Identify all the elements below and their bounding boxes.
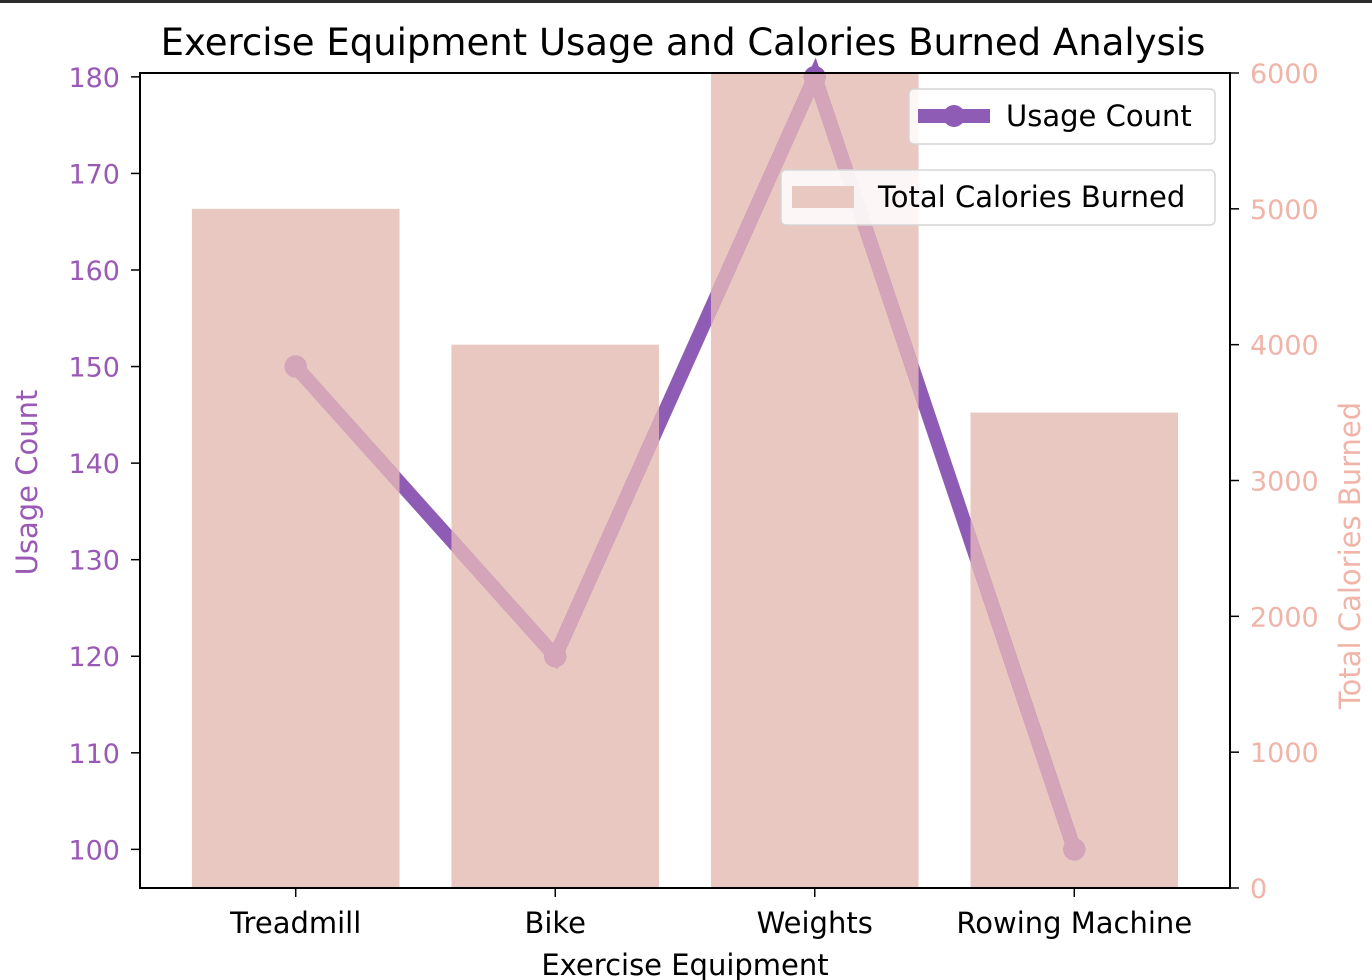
bar-treadmill xyxy=(191,208,400,889)
x-tick-label: Treadmill xyxy=(229,906,361,940)
left-tick-label: 130 xyxy=(68,546,120,577)
usage-point-muted xyxy=(1063,838,1086,861)
left-tick-label: 160 xyxy=(68,256,120,287)
left-axis: 100 110 120 130 140 150 160 170 180 xyxy=(68,63,140,866)
right-tick-label: 2000 xyxy=(1250,602,1319,633)
x-axis: Treadmill Bike Weights Rowing Machine xyxy=(229,888,1192,940)
left-tick-label: 180 xyxy=(68,63,120,94)
left-tick-label: 140 xyxy=(68,449,120,480)
left-tick-label: 170 xyxy=(68,159,120,190)
legend-box xyxy=(780,169,1216,226)
legend-bar-swatch xyxy=(792,186,854,208)
x-tick-label: Weights xyxy=(757,906,873,940)
x-tick-label: Rowing Machine xyxy=(956,906,1192,940)
bar-bike xyxy=(451,344,660,889)
legend-total-calories: Total Calories Burned xyxy=(780,169,1216,226)
left-tick-label: 150 xyxy=(68,353,120,384)
usage-point-muted xyxy=(803,73,826,88)
x-axis-label: Exercise Equipment xyxy=(541,948,828,980)
usage-point-muted xyxy=(544,645,567,668)
right-axis-label: Total Calories Burned xyxy=(1333,402,1367,710)
right-tick-label: 6000 xyxy=(1250,59,1319,90)
usage-line xyxy=(290,57,1081,852)
legend-label: Usage Count xyxy=(1006,99,1192,133)
right-tick-label: 0 xyxy=(1250,874,1267,905)
right-tick-label: 5000 xyxy=(1250,195,1319,226)
overlay-line-layer xyxy=(284,73,1086,861)
legend-usage-count: Usage Count xyxy=(908,88,1216,145)
usage-point-muted xyxy=(284,355,307,378)
legend-label: Total Calories Burned xyxy=(877,180,1185,214)
top-border xyxy=(0,0,1372,3)
right-tick-label: 1000 xyxy=(1250,738,1319,769)
right-tick-label: 3000 xyxy=(1250,467,1319,498)
legend-box xyxy=(908,88,1216,145)
right-axis: 0 1000 2000 3000 4000 5000 6000 xyxy=(1230,59,1319,905)
left-axis-label: Usage Count xyxy=(10,390,44,576)
legend-marker xyxy=(943,105,965,127)
left-tick-label: 100 xyxy=(68,835,120,866)
right-tick-label: 4000 xyxy=(1250,331,1319,362)
left-tick-label: 120 xyxy=(68,642,120,673)
chart-title: Exercise Equipment Usage and Calories Bu… xyxy=(161,21,1206,64)
x-tick-label: Bike xyxy=(524,906,586,940)
left-tick-label: 110 xyxy=(68,739,120,770)
